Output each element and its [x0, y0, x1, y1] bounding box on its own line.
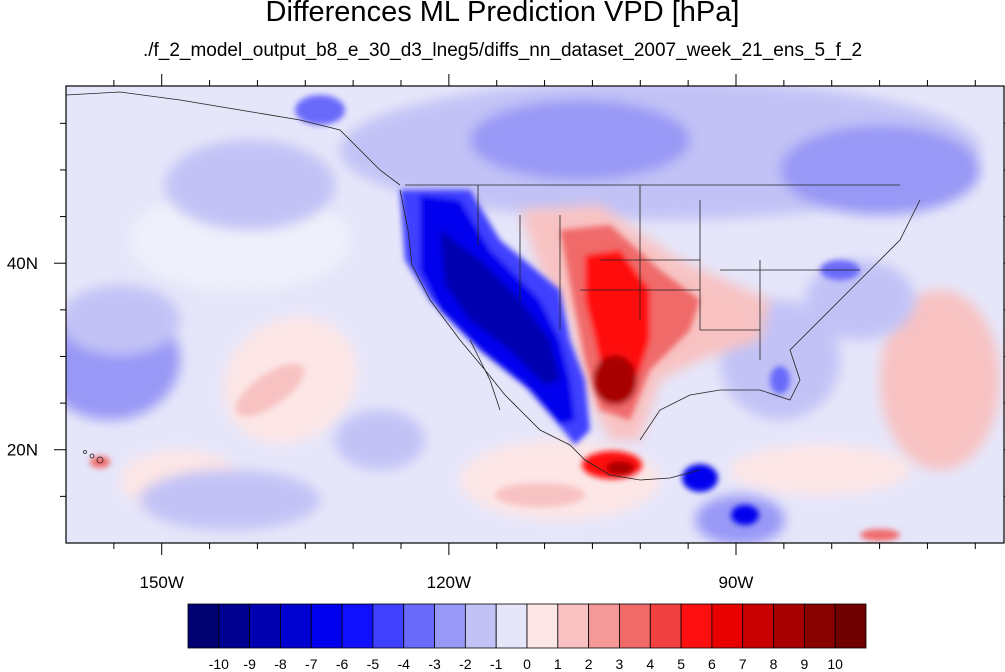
axis-ticks: 150W 120W 90W 40N 20N — [7, 74, 1005, 592]
colorbar-swatch — [218, 603, 251, 649]
colorbar-label: 9 — [800, 656, 808, 672]
colorbar-label: 5 — [677, 656, 685, 672]
colorbar-swatch — [464, 603, 497, 649]
lon-tick-label: 150W — [140, 573, 184, 592]
lat-tick-label: 40N — [7, 254, 38, 273]
lon-tick-label: 120W — [427, 573, 471, 592]
colorbar-swatch — [280, 603, 312, 649]
colorbar-swatch — [649, 603, 682, 649]
colorbar-label: -4 — [398, 656, 411, 672]
colorbar-label: -6 — [336, 656, 349, 672]
colorbar-label: 6 — [708, 656, 716, 672]
colorbar-swatch — [526, 603, 559, 649]
colorbar-label: 3 — [616, 656, 624, 672]
colorbar-swatch — [834, 603, 867, 649]
colorbar-label: -10 — [209, 656, 229, 672]
colorbar-swatch — [773, 603, 805, 649]
colorbar-swatch — [341, 603, 374, 649]
lon-tick-label: 90W — [719, 573, 754, 592]
colorbar-swatch — [557, 603, 590, 649]
colorbar-swatch — [403, 603, 435, 649]
colorbar-label: -7 — [305, 656, 318, 672]
colorbar-label: -8 — [274, 656, 287, 672]
colorbar: -10 -9 -8 -7 -6 -5 -4 -3 -2 -1 0 1 2 3 4 5 6 7 8 9 10 — [187, 603, 867, 672]
colorbar-swatch — [249, 603, 281, 649]
chart-title: Differences ML Prediction VPD [hPa] — [265, 0, 740, 28]
colorbar-label: 1 — [554, 656, 562, 672]
colorbar-swatch — [711, 603, 744, 649]
chart-subtitle: ./f_2_model_output_b8_e_30_d3_lneg5/diff… — [142, 40, 863, 61]
colorbar-label: -2 — [459, 656, 472, 672]
colorbar-label: -3 — [428, 656, 441, 672]
colorbar-label: 10 — [827, 656, 843, 672]
colorbar-swatch — [619, 603, 651, 649]
colorbar-label: -5 — [367, 656, 380, 672]
colorbar-swatch — [680, 603, 713, 649]
colorbar-swatch — [803, 603, 836, 649]
colorbar-swatch — [434, 603, 466, 649]
colorbar-swatch — [372, 603, 405, 649]
lat-tick-label: 20N — [7, 441, 38, 460]
colorbar-label: 7 — [739, 656, 747, 672]
colorbar-label: 0 — [523, 656, 531, 672]
colorbar-swatch — [495, 603, 528, 649]
colorbar-label: 4 — [646, 656, 654, 672]
colorbar-swatch — [187, 603, 220, 649]
map-frame — [65, 85, 1005, 544]
colorbar-label: -9 — [243, 656, 256, 672]
colorbar-swatch — [742, 603, 774, 649]
colorbar-swatch — [310, 603, 343, 649]
colorbar-label: 2 — [585, 656, 593, 672]
colorbar-swatch — [588, 603, 620, 649]
vpd-difference-field — [66, 86, 1004, 543]
colorbar-label: 8 — [770, 656, 778, 672]
colorbar-label: -1 — [490, 656, 503, 672]
